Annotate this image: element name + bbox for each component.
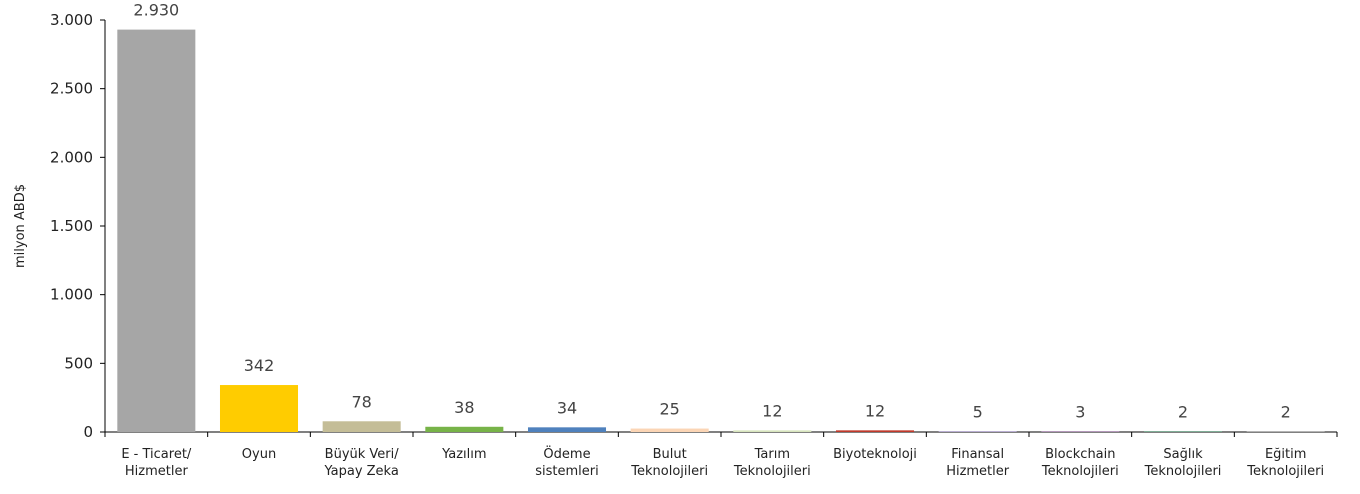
y-tick-label: 1.500 — [50, 217, 93, 235]
x-tick-label-line: Hizmetler — [946, 464, 1010, 479]
value-label: 2.930 — [133, 1, 179, 20]
x-tick-label-line: Eğitim — [1265, 447, 1306, 462]
y-tick-label: 500 — [64, 354, 93, 372]
value-label: 78 — [351, 392, 371, 411]
x-tick-label: Finansal Hizmetler — [946, 447, 1010, 479]
value-label: 38 — [454, 398, 474, 417]
x-tick-label: Oyun — [242, 447, 276, 462]
bar — [527, 427, 607, 432]
y-tick-label: 2.000 — [50, 148, 93, 166]
x-tick-label-line: Oyun — [242, 447, 276, 462]
y-tick-label: 3.000 — [50, 11, 93, 29]
bar — [117, 29, 196, 432]
value-label: 34 — [557, 398, 577, 417]
value-label: 5 — [973, 402, 983, 421]
x-tick-label-line: Blockchain — [1045, 447, 1115, 462]
x-tick-label-line: Yazılım — [441, 447, 486, 462]
bar — [835, 430, 915, 432]
x-tick-label: Blockchain Teknolojileri — [1041, 447, 1119, 479]
x-tick-label-line: Sağlık — [1163, 447, 1203, 462]
x-tick-label: Büyük Veri/Yapay Zeka — [323, 447, 399, 479]
x-tick-label: Eğitim Teknolojileri — [1246, 447, 1324, 479]
bar — [322, 421, 401, 432]
x-tick-label: Bulut Teknolojileri — [630, 447, 708, 479]
bar — [219, 385, 299, 432]
y-axis-label: milyon ABD$ — [13, 184, 28, 268]
value-label: 2 — [1178, 403, 1188, 422]
x-tick-label-line: Teknolojileri — [1144, 464, 1222, 479]
y-tick-label: 2.500 — [50, 80, 93, 98]
x-tick-label-line: E - Ticaret/ — [121, 447, 192, 462]
x-tick-label-line: Teknolojileri — [733, 464, 811, 479]
x-tick-label-line: Biyoteknoloji — [833, 447, 917, 462]
value-label: 2 — [1281, 403, 1291, 422]
value-label: 25 — [659, 400, 679, 419]
x-tick-label: Tarım Teknolojileri — [733, 447, 811, 479]
bar — [630, 428, 709, 432]
value-label: 3 — [1075, 403, 1085, 422]
x-tick-label: Yazılım — [441, 447, 486, 462]
x-tick-label-line: sistemleri — [535, 464, 598, 479]
value-label: 12 — [865, 401, 885, 420]
x-tick-label-line: Teknolojileri — [630, 464, 708, 479]
x-tick-label-line: Finansal — [951, 447, 1004, 462]
x-tick-label-line: Tarım — [754, 447, 790, 462]
bar — [733, 430, 812, 432]
x-tick-label: Ödeme sistemleri — [535, 445, 598, 479]
x-tick-label-line: Teknolojileri — [1246, 464, 1324, 479]
value-label: 12 — [762, 401, 782, 420]
x-tick-label-line: Büyük Veri/ — [325, 447, 400, 462]
y-tick-label: 0 — [83, 423, 93, 441]
x-tick-label: E - Ticaret/Hizmetler — [121, 447, 192, 479]
x-tick-label-line: Ödeme — [543, 445, 590, 462]
bar — [425, 426, 504, 432]
x-tick-label: Biyoteknoloji — [833, 447, 917, 462]
x-tick-label-line: Bulut — [653, 447, 687, 462]
x-tick-label-line: Yapay Zeka — [323, 464, 398, 479]
x-tick-label-line: Hizmetler — [125, 464, 189, 479]
bar — [938, 431, 1017, 432]
y-tick-label: 1.000 — [50, 286, 93, 304]
x-tick-label: Sağlık Teknolojileri — [1144, 447, 1222, 479]
x-tick-label-line: Teknolojileri — [1041, 464, 1119, 479]
value-label: 342 — [244, 356, 275, 375]
